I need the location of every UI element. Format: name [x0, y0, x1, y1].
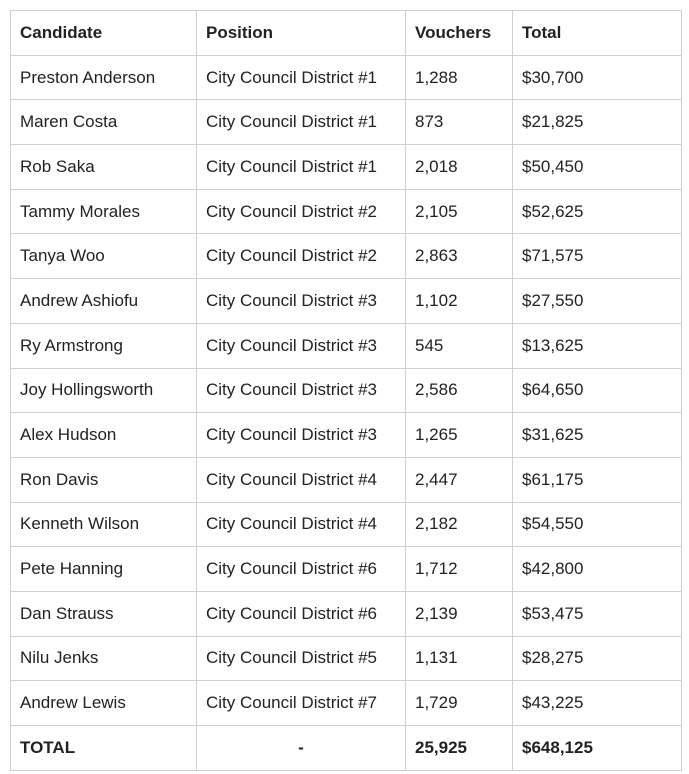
cell: 873: [405, 99, 513, 146]
body-row: Maren Costa City Council District #1 873 $2…: [10, 99, 682, 146]
cell: 2,447: [405, 456, 513, 503]
cell: Position: [196, 10, 406, 56]
cell: $42,800: [512, 546, 682, 592]
cell: 1,729: [405, 680, 513, 726]
cell: Rob Saka: [10, 144, 197, 190]
cell: Joy Hollingsworth: [10, 367, 197, 414]
cell: 2,139: [405, 590, 513, 637]
cell: Alex Hudson: [10, 412, 197, 458]
cell: -: [196, 725, 406, 771]
cell: Preston Anderson: [10, 54, 197, 101]
cell: TOTAL: [10, 725, 197, 771]
cell: $61,175: [512, 456, 682, 503]
cell: Candidate: [10, 10, 197, 56]
total-row: TOTAL -25,925 $648,125: [10, 725, 682, 771]
body-row: Nilu Jenks City Council District #5 1,131 $…: [10, 635, 682, 682]
cell: Ron Davis: [10, 456, 197, 503]
cell: Tammy Morales: [10, 188, 197, 235]
cell: City Council District #3: [196, 322, 406, 369]
cell: $648,125: [512, 725, 682, 771]
cell: City Council District #5: [196, 635, 406, 682]
cell: $13,625: [512, 322, 682, 369]
cell: 1,131: [405, 635, 513, 682]
cell: 2,863: [405, 233, 513, 280]
cell: Ry Armstrong: [10, 322, 197, 369]
cell: $30,700: [512, 54, 682, 101]
cell: $64,650: [512, 367, 682, 414]
body-row: Rob Saka City Council District #1 2,018 $50…: [10, 144, 682, 190]
cell: 545: [405, 322, 513, 369]
cell: City Council District #4: [196, 456, 406, 503]
body-row: Kenneth Wilson City Council District #4 2,…: [10, 501, 682, 548]
cell: City Council District #6: [196, 590, 406, 637]
cell: $27,550: [512, 278, 682, 324]
cell: $54,550: [512, 501, 682, 548]
cell: Nilu Jenks: [10, 635, 197, 682]
cell: 2,586: [405, 367, 513, 414]
cell: City Council District #6: [196, 546, 406, 592]
cell: 2,105: [405, 188, 513, 235]
cell: City Council District #1: [196, 54, 406, 101]
cell: $71,575: [512, 233, 682, 280]
cell: City Council District #2: [196, 233, 406, 280]
head-row: Candidate Position Vouchers Total: [10, 10, 682, 56]
cell: Dan Strauss: [10, 590, 197, 637]
cell: Pete Hanning: [10, 546, 197, 592]
body-row: Pete Hanning City Council District #6 1,71…: [10, 546, 682, 592]
body-row: Andrew Ashiofu City Council District #3 1,…: [10, 278, 682, 324]
body-row: Tammy Morales City Council District #2 2,1…: [10, 188, 682, 235]
cell: $21,825: [512, 99, 682, 146]
cell: $53,475: [512, 590, 682, 637]
cell: $28,275: [512, 635, 682, 682]
cell: City Council District #7: [196, 680, 406, 726]
cell: 1,288: [405, 54, 513, 101]
cell: Tanya Woo: [10, 233, 197, 280]
cell: Kenneth Wilson: [10, 501, 197, 548]
cell: Andrew Lewis: [10, 680, 197, 726]
cell: City Council District #4: [196, 501, 406, 548]
body-row: Andrew Lewis City Council District #7 1,72…: [10, 680, 682, 726]
cell: City Council District #2: [196, 188, 406, 235]
cell: $50,450: [512, 144, 682, 190]
cell: 25,925: [405, 725, 513, 771]
cell: City Council District #1: [196, 99, 406, 146]
body-row: Dan Strauss City Council District #6 2,139…: [10, 590, 682, 637]
candidate-table: Candidate Position Vouchers Total Preston An…: [10, 10, 682, 771]
cell: Total: [512, 10, 682, 56]
body-row: Alex Hudson City Council District #3 1,265…: [10, 412, 682, 458]
body-row: Ry Armstrong City Council District #3 545 $…: [10, 322, 682, 369]
cell: 2,182: [405, 501, 513, 548]
cell: $52,625: [512, 188, 682, 235]
cell: 1,712: [405, 546, 513, 592]
body-row: Preston Anderson City Council District #1…: [10, 54, 682, 101]
table-body: Candidate Position Vouchers Total Preston An…: [10, 10, 682, 771]
cell: City Council District #3: [196, 367, 406, 414]
cell: $43,225: [512, 680, 682, 726]
cell: Andrew Ashiofu: [10, 278, 197, 324]
cell: 2,018: [405, 144, 513, 190]
cell: City Council District #3: [196, 278, 406, 324]
body-row: Ron Davis City Council District #4 2,447 $6…: [10, 456, 682, 503]
body-row: Tanya Woo City Council District #2 2,863 $7…: [10, 233, 682, 280]
cell: Vouchers: [405, 10, 513, 56]
cell: $31,625: [512, 412, 682, 458]
cell: 1,265: [405, 412, 513, 458]
body-row: Joy Hollingsworth City Council District #…: [10, 367, 682, 414]
cell: 1,102: [405, 278, 513, 324]
cell: Maren Costa: [10, 99, 197, 146]
cell: City Council District #3: [196, 412, 406, 458]
cell: City Council District #1: [196, 144, 406, 190]
